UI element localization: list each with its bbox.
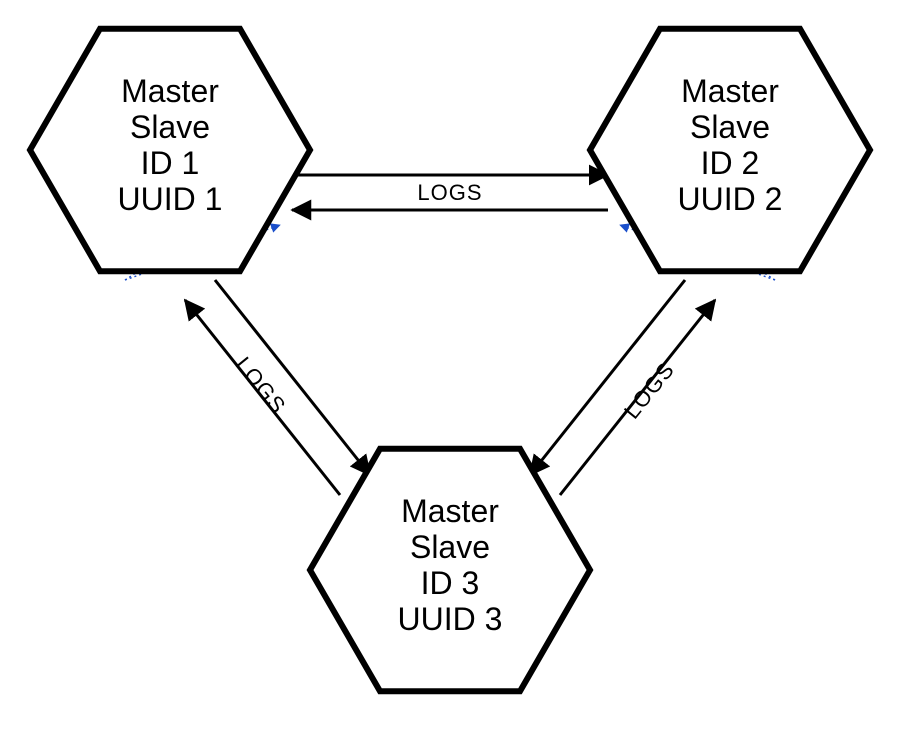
diagram-canvas: LOGSLOGSLOGSMasterSlaveID 1UUID 1MasterS… xyxy=(0,0,901,742)
node-n2-line-2: ID 2 xyxy=(701,145,760,181)
node-n3-line-2: ID 3 xyxy=(421,565,480,601)
node-n1-line-0: Master xyxy=(121,73,219,109)
node-n3-line-3: UUID 3 xyxy=(398,601,503,637)
node-n1-line-1: Slave xyxy=(130,109,210,145)
node-n3-line-1: Slave xyxy=(410,529,490,565)
edge-label-logs: LOGS xyxy=(417,180,482,205)
node-n2-line-1: Slave xyxy=(690,109,770,145)
edge-label-logs: LOGS xyxy=(619,357,679,423)
node-n1-line-3: UUID 1 xyxy=(118,181,223,217)
logs-arrow xyxy=(185,300,340,495)
logs-arrow xyxy=(215,280,370,475)
node-n2-line-0: Master xyxy=(681,73,779,109)
node-n1-line-2: ID 1 xyxy=(141,145,200,181)
node-n3-line-0: Master xyxy=(401,493,499,529)
node-n2-line-3: UUID 2 xyxy=(678,181,783,217)
